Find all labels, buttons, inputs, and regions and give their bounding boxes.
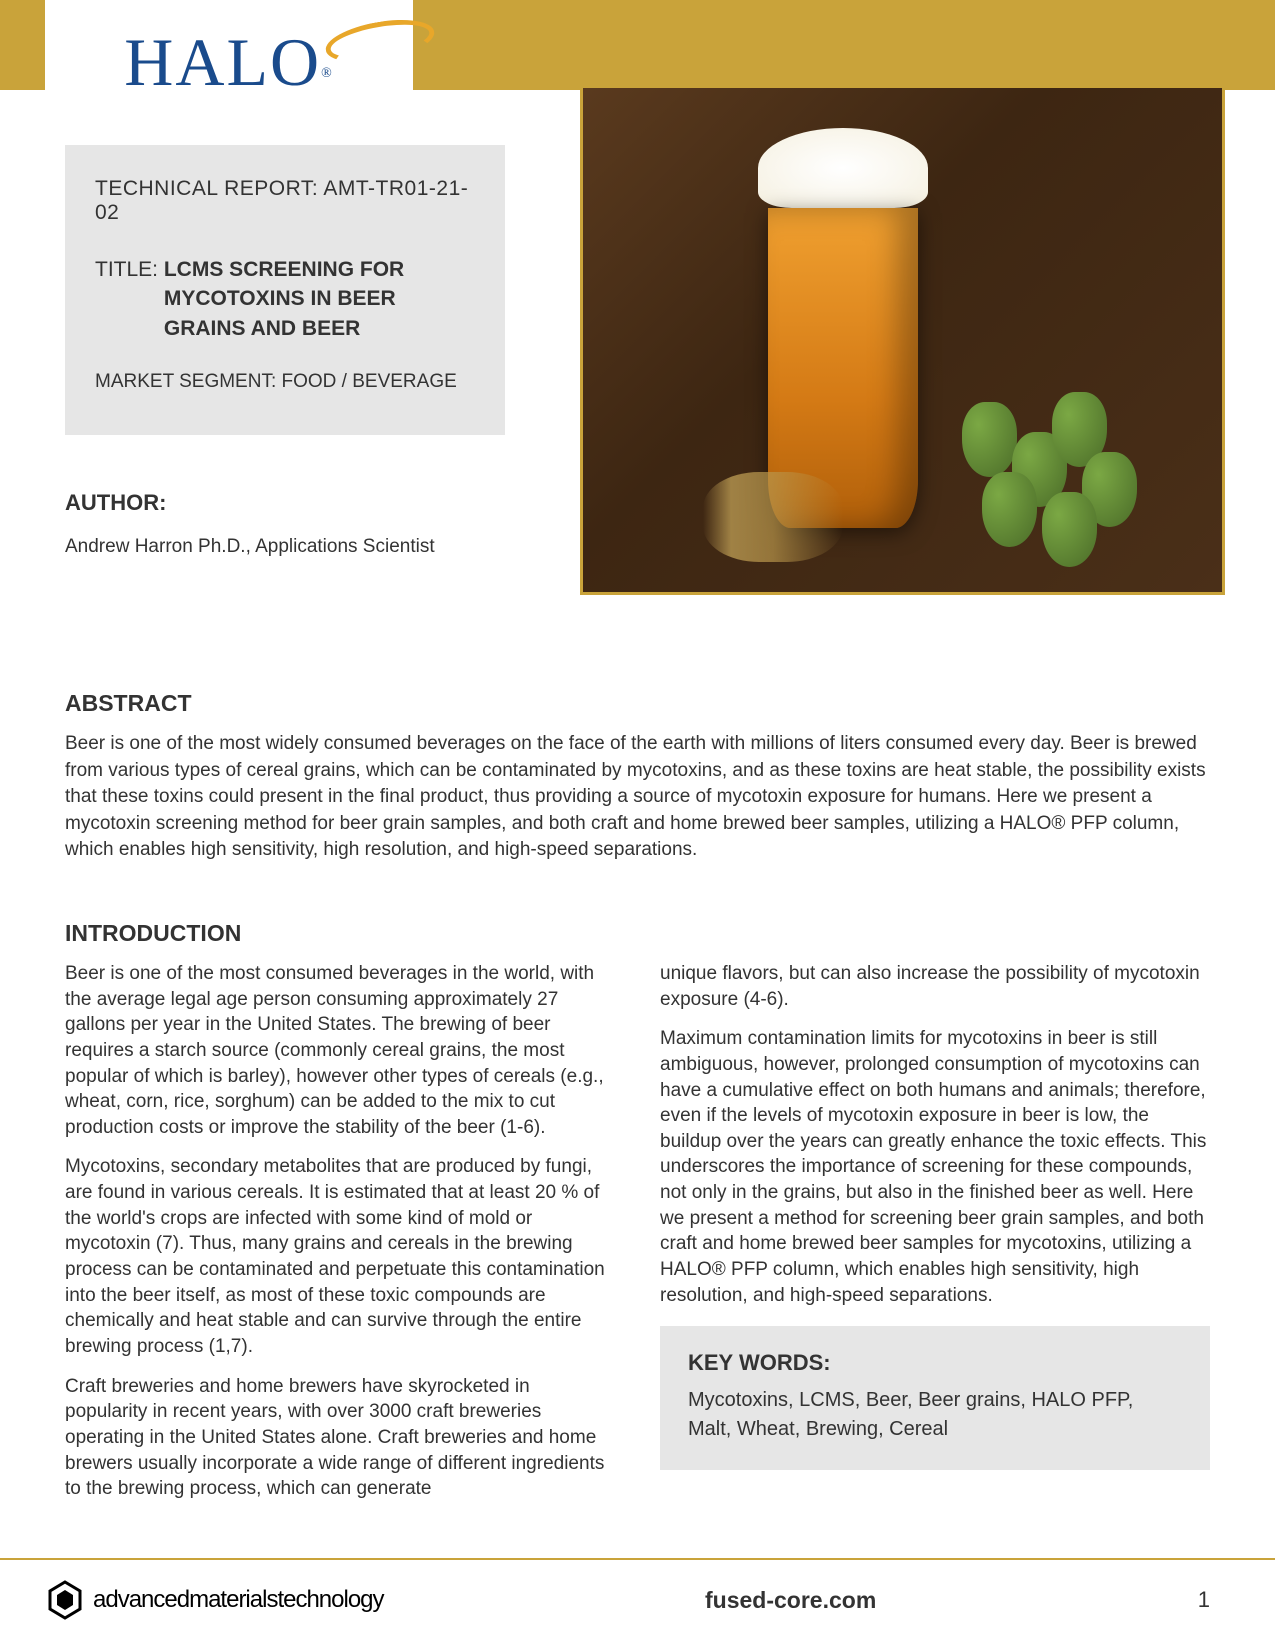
author-name: Andrew Harron Ph.D., Applications Scient… [65,536,505,558]
two-column-layout: Beer is one of the most consumed beverag… [65,961,1210,1516]
report-prefix: TECHNICAL REPORT: [95,177,323,200]
intro-paragraph: unique flavors, but can also increase th… [660,961,1210,1012]
market-segment-line: MARKET SEGMENT: FOOD / BEVERAGE [95,371,475,393]
author-heading: AUTHOR: [65,490,505,516]
intro-paragraph: Maximum contamination limits for mycotox… [660,1026,1210,1308]
page-number: 1 [1198,1587,1210,1613]
report-title-line: TITLE: LCMS SCREENING FOR MYCOTOXINS IN … [95,255,475,343]
brand-logo: HALO® [124,23,334,102]
company-logo: advancedmaterialstechnology [45,1580,384,1620]
abstract-heading: ABSTRACT [65,690,1210,717]
footer-url: fused-core.com [705,1587,876,1614]
page-footer: advancedmaterialstechnology fused-core.c… [45,1580,1210,1620]
keywords-list: Mycotoxins, LCMS, Beer, Beer grains, HAL… [688,1386,1182,1444]
segment-label: MARKET SEGMENT: [95,371,282,392]
abstract-body: Beer is one of the most widely consumed … [65,731,1210,864]
hero-beer-image [580,85,1225,595]
wheat-illustration [703,472,843,562]
intro-paragraph: Mycotoxins, secondary metabolites that a… [65,1154,615,1359]
beer-foam [758,128,928,208]
beer-glass-illustration [763,128,923,508]
intro-paragraph: Beer is one of the most consumed beverag… [65,961,615,1140]
report-title: LCMS SCREENING FOR MYCOTOXINS IN BEER GR… [164,255,474,343]
keywords-heading: KEY WORDS: [688,1348,1182,1378]
company-name: advancedmaterialstechnology [93,1586,384,1614]
intro-column-left: Beer is one of the most consumed beverag… [65,961,615,1516]
report-info-box: TECHNICAL REPORT: AMT-TR01-21-02 TITLE: … [65,145,505,435]
segment-value: FOOD / BEVERAGE [282,371,457,392]
logo-container: HALO® [45,0,413,125]
registered-mark: ® [321,66,334,81]
company-icon [45,1580,85,1620]
keywords-box: KEY WORDS: Mycotoxins, LCMS, Beer, Beer … [660,1326,1210,1470]
abstract-section: ABSTRACT Beer is one of the most widely … [65,690,1210,864]
hop-cone [982,472,1037,547]
title-label: TITLE: [95,258,164,281]
intro-paragraph: Craft breweries and home brewers have sk… [65,1374,615,1502]
hop-cone [962,402,1017,477]
logo-text: HALO [124,24,321,100]
introduction-section: INTRODUCTION Beer is one of the most con… [65,920,1210,1516]
hops-illustration [942,392,1162,572]
introduction-heading: INTRODUCTION [65,920,1210,947]
author-section: AUTHOR: Andrew Harron Ph.D., Application… [65,490,505,558]
hop-cone [1042,492,1097,567]
footer-rule [0,1558,1275,1560]
intro-column-right: unique flavors, but can also increase th… [660,961,1210,1516]
report-id-line: TECHNICAL REPORT: AMT-TR01-21-02 [95,177,475,225]
